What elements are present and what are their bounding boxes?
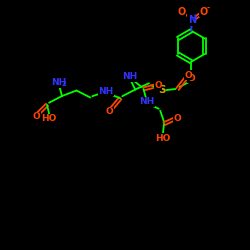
Text: O: O [174, 114, 181, 123]
Text: O: O [200, 7, 207, 17]
Text: O: O [106, 108, 114, 116]
Text: N: N [188, 15, 196, 25]
Text: O: O [188, 74, 195, 83]
Text: O: O [178, 7, 186, 17]
Text: HO: HO [41, 114, 57, 123]
Text: HO: HO [155, 134, 170, 143]
Text: NH: NH [52, 78, 67, 88]
Text: NH: NH [122, 72, 138, 82]
Text: S: S [158, 85, 166, 95]
Text: O: O [33, 112, 40, 121]
Text: NH: NH [139, 98, 154, 106]
Text: NH: NH [98, 87, 114, 96]
Text: +: + [192, 13, 198, 22]
Text: -: - [206, 4, 209, 13]
Text: 2: 2 [62, 81, 67, 87]
Text: O: O [154, 81, 162, 90]
Text: O: O [184, 70, 192, 80]
